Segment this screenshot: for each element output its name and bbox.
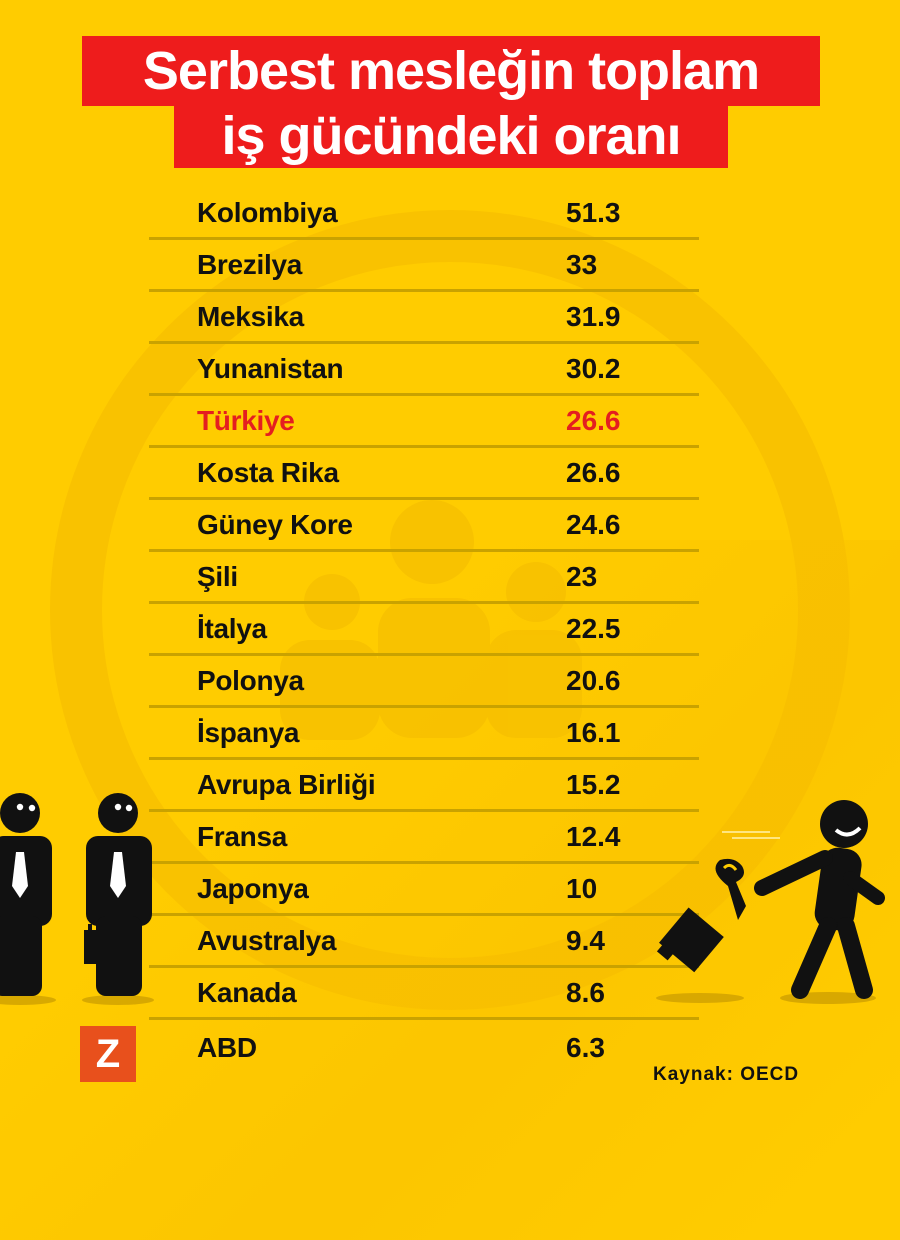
table-row: Avrupa Birliği 15.2 bbox=[149, 760, 699, 812]
title-line-2: iş gücündeki oranı bbox=[174, 104, 728, 168]
value-label: 12.4 bbox=[566, 820, 621, 852]
country-label: İtalya bbox=[197, 612, 267, 644]
country-label: Yunanistan bbox=[197, 352, 344, 384]
value-label: 24.6 bbox=[566, 508, 621, 540]
table-row: Kosta Rika 26.6 bbox=[149, 448, 699, 500]
walking-man-throwing-briefcase-icon bbox=[656, 800, 885, 1004]
table-row: Kanada 8.6 bbox=[149, 968, 699, 1020]
value-label: 51.3 bbox=[566, 196, 621, 228]
country-label: ABD bbox=[197, 1032, 257, 1063]
country-label: Fransa bbox=[197, 820, 288, 852]
source-credit: Kaynak: OECD bbox=[653, 1064, 800, 1085]
country-label: Brezilya bbox=[197, 248, 302, 280]
country-label: Kanada bbox=[197, 976, 297, 1008]
group-people-watermark-icon bbox=[280, 500, 582, 740]
value-label: 20.6 bbox=[566, 664, 621, 696]
value-label: 10 bbox=[566, 872, 598, 904]
country-label: Türkiye bbox=[197, 404, 295, 436]
table-row: Avustralya 9.4 bbox=[149, 916, 699, 968]
country-label: Güney Kore bbox=[197, 508, 353, 540]
value-label: 26.6 bbox=[566, 404, 621, 436]
value-label: 15.2 bbox=[566, 768, 621, 800]
value-label: 9.4 bbox=[566, 924, 605, 956]
brand-logo: Z bbox=[80, 1026, 136, 1082]
table-row: İtalya 22.5 bbox=[149, 604, 699, 656]
value-label: 16.1 bbox=[566, 716, 621, 748]
value-label: 23 bbox=[566, 560, 598, 592]
value-label: 22.5 bbox=[566, 612, 621, 644]
businessman-figure-1-icon bbox=[0, 793, 56, 1005]
country-label: İspanya bbox=[197, 716, 300, 748]
table-row: Fransa 12.4 bbox=[149, 812, 699, 864]
table-row: Brezilya 33 bbox=[149, 240, 699, 292]
country-label: Kolombiya bbox=[197, 196, 338, 228]
value-label: 31.9 bbox=[566, 300, 621, 332]
table-row: Polonya 20.6 bbox=[149, 656, 699, 708]
value-label: 33 bbox=[566, 248, 598, 280]
country-label: Japonya bbox=[197, 872, 309, 904]
table-row-highlighted: Türkiye 26.6 bbox=[149, 396, 699, 448]
table-row: Kolombiya 51.3 bbox=[149, 188, 699, 240]
value-label: 6.3 bbox=[566, 1032, 605, 1063]
country-label: Kosta Rika bbox=[197, 456, 339, 488]
country-label: Meksika bbox=[197, 300, 304, 332]
country-label: Şili bbox=[197, 560, 238, 592]
country-label: Avustralya bbox=[197, 924, 337, 956]
country-label: Avrupa Birliği bbox=[197, 768, 376, 800]
value-label: 30.2 bbox=[566, 352, 621, 384]
title-line-1: Serbest mesleğin toplam bbox=[82, 36, 820, 106]
country-label: Polonya bbox=[197, 664, 304, 696]
data-table: Kolombiya 51.3 Brezilya 33 Meksika 31.9 … bbox=[149, 188, 699, 1076]
logo-letter: Z bbox=[95, 1031, 121, 1076]
businessman-figure-2-icon bbox=[82, 793, 154, 1005]
table-row: Şili 23 bbox=[149, 552, 699, 604]
table-row: ABD 6.3 bbox=[149, 1020, 699, 1076]
value-label: 26.6 bbox=[566, 456, 621, 488]
table-row: Güney Kore 24.6 bbox=[149, 500, 699, 552]
table-row: İspanya 16.1 bbox=[149, 708, 699, 760]
table-row: Meksika 31.9 bbox=[149, 292, 699, 344]
table-row: Japonya 10 bbox=[149, 864, 699, 916]
value-label: 8.6 bbox=[566, 976, 605, 1008]
table-row: Yunanistan 30.2 bbox=[149, 344, 699, 396]
